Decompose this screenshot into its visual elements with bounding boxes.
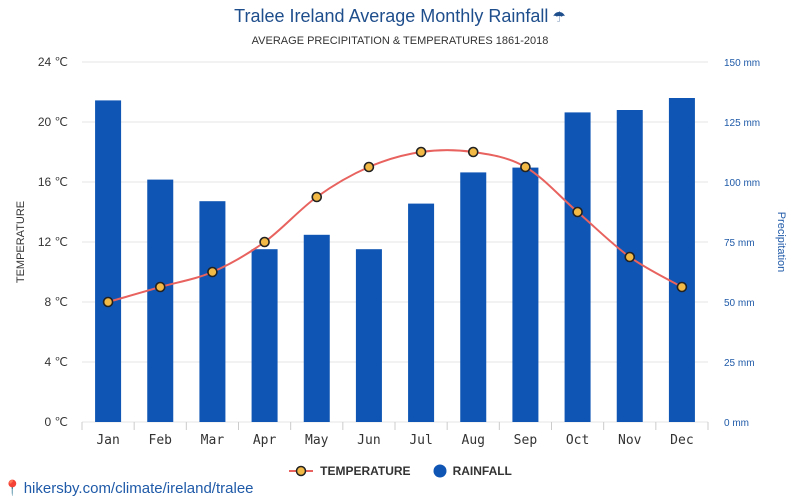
temperature-point[interactable] — [259, 236, 270, 248]
temperature-point[interactable] — [467, 146, 479, 158]
x-tick-label: Dec — [670, 433, 693, 448]
y-tick-label-right: 25 mm — [724, 358, 755, 369]
y-tick-label-left: 0 ℃ — [45, 415, 68, 429]
rainfall-bar[interactable] — [303, 234, 330, 422]
y-tick-label-left: 24 ℃ — [38, 55, 68, 69]
x-tick-label: Jun — [357, 433, 380, 448]
x-tick-label: May — [305, 433, 329, 448]
rainfall-bar[interactable] — [147, 179, 174, 422]
x-tick-label: Feb — [149, 433, 173, 448]
x-tick-label: Mar — [201, 433, 225, 448]
temperature-point[interactable] — [572, 206, 583, 218]
umbrella-icon: ☂ — [552, 9, 566, 26]
y-tick-label-left: 20 ℃ — [38, 115, 68, 129]
temperature-point[interactable] — [415, 146, 427, 158]
x-tick-label: Apr — [253, 433, 277, 448]
temperature-point[interactable] — [363, 161, 375, 173]
y-tick-label-left: 12 ℃ — [38, 235, 68, 249]
legend-item-rainfall[interactable]: RAINFALL — [433, 464, 512, 478]
temperature-point[interactable] — [624, 251, 636, 263]
y-axis-title-right: Precipitation — [775, 212, 787, 273]
legend-item-temperature[interactable]: TEMPERATURE — [288, 464, 411, 478]
legend-rainfall-label: RAINFALL — [452, 464, 512, 478]
temperature-point[interactable] — [102, 296, 114, 308]
x-tick-label: Jan — [96, 433, 119, 448]
y-tick-label-right: 0 mm — [724, 418, 749, 429]
y-tick-label-right: 150 mm — [724, 58, 760, 69]
temperature-point[interactable] — [311, 191, 323, 203]
temperature-point[interactable] — [676, 281, 688, 293]
y-tick-label-right: 100 mm — [724, 178, 760, 189]
temperature-point[interactable] — [154, 281, 166, 293]
source-link[interactable]: 📍 hikersby.com/climate/ireland/tralee — [3, 479, 254, 497]
rainfall-bar[interactable] — [199, 201, 226, 422]
chart-title: Tralee Ireland Average Monthly Rainfall ☂ — [0, 6, 800, 27]
x-tick-label: Aug — [462, 433, 485, 448]
rainfall-bar[interactable] — [668, 98, 695, 422]
rainfall-bar[interactable] — [95, 100, 122, 423]
y-tick-label-left: 4 ℃ — [45, 355, 68, 369]
y-tick-label-right: 75 mm — [724, 238, 755, 249]
temperature-line — [107, 149, 683, 303]
rainfall-bar[interactable] — [355, 249, 382, 422]
y-tick-label-left: 16 ℃ — [38, 175, 68, 189]
source-url: hikersby.com/climate/ireland/tralee — [23, 480, 254, 497]
location-pin-icon: 📍 — [3, 480, 22, 497]
temperature-point[interactable] — [520, 161, 531, 173]
y-axis-title-left: TEMPERATURE — [15, 201, 27, 283]
x-tick-label: Jul — [409, 433, 432, 448]
legend-temperature-label: TEMPERATURE — [320, 464, 411, 478]
chart-subtitle: AVERAGE PRECIPITATION & TEMPERATURES 186… — [251, 35, 549, 47]
x-tick-label: Oct — [566, 433, 589, 448]
rainfall-bar[interactable] — [408, 203, 435, 422]
temperature-point[interactable] — [207, 266, 218, 278]
y-tick-label-right: 50 mm — [724, 298, 755, 309]
x-tick-label: Nov — [618, 433, 642, 448]
rainfall-bar[interactable] — [512, 167, 539, 422]
rainfall-legend-icon — [433, 464, 447, 478]
rainfall-bar[interactable] — [460, 172, 487, 422]
chart-legend: TEMPERATURE RAINFALL — [0, 464, 800, 478]
rainfall-bar[interactable] — [616, 110, 643, 422]
y-tick-label-left: 8 ℃ — [45, 295, 68, 309]
y-tick-label-right: 125 mm — [724, 118, 760, 129]
rainfall-bar[interactable] — [564, 112, 591, 423]
x-tick-label: Sep — [514, 433, 538, 448]
chart-title-text: Tralee Ireland Average Monthly Rainfall — [234, 6, 549, 26]
rainfall-bar[interactable] — [251, 249, 278, 422]
temperature-legend-icon — [289, 465, 314, 477]
